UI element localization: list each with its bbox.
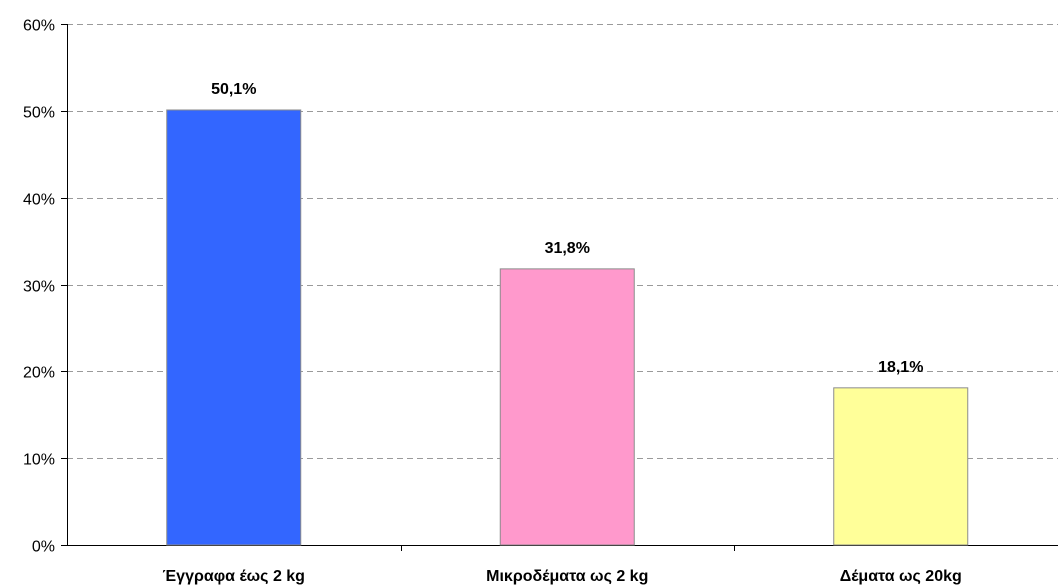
- y-tick-label: 50%: [23, 105, 55, 122]
- data-label: 18,1%: [878, 359, 923, 376]
- data-label: 31,8%: [545, 240, 590, 257]
- x-tick-label: Μικροδέματα ως 2 kg: [486, 568, 648, 585]
- bar: [833, 387, 969, 546]
- y-tick-label: 20%: [23, 365, 55, 382]
- y-axis: 0% 10% 20% 30% 40% 50% 60%: [23, 18, 68, 556]
- y-tick-label: 10%: [23, 452, 55, 469]
- y-tick-label: 30%: [23, 279, 55, 296]
- bar: [166, 109, 302, 546]
- x-axis: Έγγραφα έως 2 kg Μικροδέματα ως 2 kg Δέματ…: [67, 545, 1058, 585]
- y-tick-label: 60%: [23, 18, 55, 35]
- y-tick-label: 0%: [32, 539, 55, 556]
- x-tick-label: Έγγραφα έως 2 kg: [163, 568, 305, 585]
- x-tick-label: Δέματα ως 20kg: [840, 568, 962, 585]
- data-labels: 50,1% 31,8% 18,1%: [211, 81, 923, 376]
- data-label: 50,1%: [211, 81, 256, 98]
- y-tick-label: 40%: [23, 192, 55, 209]
- bar: [499, 268, 635, 546]
- bars: [166, 109, 969, 546]
